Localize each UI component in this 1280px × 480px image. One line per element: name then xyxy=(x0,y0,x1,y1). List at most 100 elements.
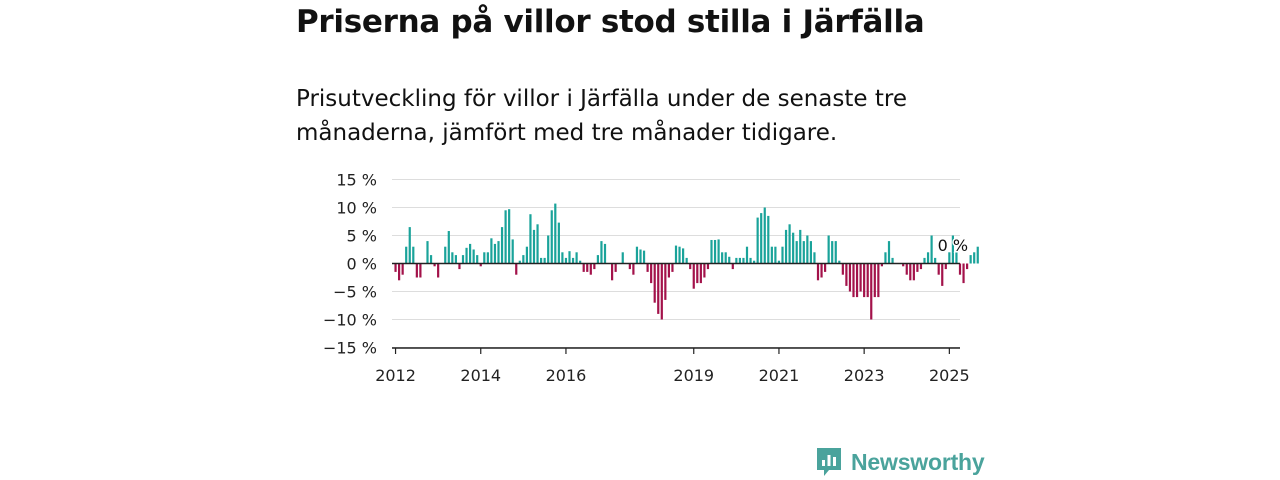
y-tick-label: 10 % xyxy=(336,199,377,218)
bar xyxy=(646,263,649,272)
bar xyxy=(884,252,887,264)
newsworthy-brand-name: Newsworthy xyxy=(851,448,985,475)
bar xyxy=(650,263,653,284)
y-tick-label: −10 % xyxy=(323,311,377,330)
bar xyxy=(447,231,450,264)
bar xyxy=(813,252,816,264)
bar xyxy=(660,263,663,320)
bar xyxy=(806,235,809,264)
bar xyxy=(973,252,976,264)
bar xyxy=(401,263,404,275)
bar xyxy=(543,257,546,264)
bar xyxy=(692,263,695,289)
bar xyxy=(579,260,582,264)
bar xyxy=(777,260,781,264)
bar xyxy=(412,246,415,264)
bar xyxy=(706,263,710,270)
bar xyxy=(571,257,575,264)
bar xyxy=(586,263,589,272)
bar xyxy=(657,263,660,314)
bar xyxy=(568,251,571,264)
axes xyxy=(392,262,960,354)
x-tick-label: 2021 xyxy=(759,366,800,385)
bar xyxy=(504,210,507,264)
bar xyxy=(827,235,830,264)
bar xyxy=(671,263,674,272)
bar xyxy=(770,246,773,264)
bar xyxy=(948,252,951,264)
bar xyxy=(561,252,564,264)
bar xyxy=(955,252,958,264)
bar xyxy=(760,213,763,264)
bar xyxy=(735,257,738,264)
bars xyxy=(394,203,979,320)
bar xyxy=(397,263,401,281)
bar xyxy=(891,257,894,264)
bar xyxy=(877,263,880,298)
bar xyxy=(834,241,837,264)
bar xyxy=(444,246,447,264)
bar xyxy=(426,241,429,264)
bar xyxy=(600,241,603,264)
bar xyxy=(909,263,912,281)
bar xyxy=(575,252,578,264)
price-change-chart: 15 % 10 % 5 % 0 % −5 % −10 % −15 % 2012 2014 2016… xyxy=(323,171,979,385)
bar xyxy=(667,263,671,278)
bar xyxy=(674,245,678,264)
bar xyxy=(525,246,529,264)
bar xyxy=(685,257,688,264)
bar xyxy=(405,246,408,264)
newsworthy-brand[interactable]: Newsworthy xyxy=(815,446,985,478)
bar xyxy=(529,214,532,264)
bar xyxy=(621,252,624,264)
bar xyxy=(728,256,731,264)
bar xyxy=(866,263,869,298)
bar xyxy=(926,252,930,264)
bar xyxy=(461,255,465,264)
bar xyxy=(493,243,497,264)
y-tick-label: 15 % xyxy=(336,171,377,190)
bar xyxy=(511,239,514,264)
bar xyxy=(465,247,468,264)
bar xyxy=(696,263,699,284)
bar xyxy=(902,263,905,267)
bar xyxy=(905,263,908,275)
bar xyxy=(831,241,834,264)
bar xyxy=(958,263,962,275)
y-tick-label: −15 % xyxy=(323,339,377,358)
bar xyxy=(596,255,600,264)
bar xyxy=(756,217,759,264)
y-tick-label: 5 % xyxy=(347,227,377,246)
bar xyxy=(458,263,461,270)
newsworthy-logo-icon xyxy=(817,448,841,476)
bar xyxy=(486,252,489,264)
bar xyxy=(518,260,521,264)
bar xyxy=(742,257,745,264)
bar xyxy=(642,250,646,264)
bar xyxy=(508,209,511,264)
bar xyxy=(483,252,486,264)
bar xyxy=(468,243,472,264)
bar xyxy=(713,239,717,264)
bar xyxy=(497,241,500,264)
bar xyxy=(628,263,631,270)
bar xyxy=(838,260,841,264)
bar xyxy=(941,263,944,286)
bar xyxy=(934,257,937,264)
bar xyxy=(749,257,752,264)
bar xyxy=(699,263,702,284)
x-tick-label: 2019 xyxy=(673,366,714,385)
bar xyxy=(774,246,777,264)
bar xyxy=(919,263,923,270)
bar xyxy=(745,246,749,264)
bar xyxy=(912,263,915,281)
bar xyxy=(965,263,969,270)
bar xyxy=(681,248,685,264)
bar xyxy=(767,215,770,264)
bar xyxy=(724,252,727,264)
bar xyxy=(916,263,919,272)
bar xyxy=(603,243,607,264)
bar xyxy=(610,263,614,281)
bar xyxy=(969,255,972,264)
bar xyxy=(752,260,756,264)
